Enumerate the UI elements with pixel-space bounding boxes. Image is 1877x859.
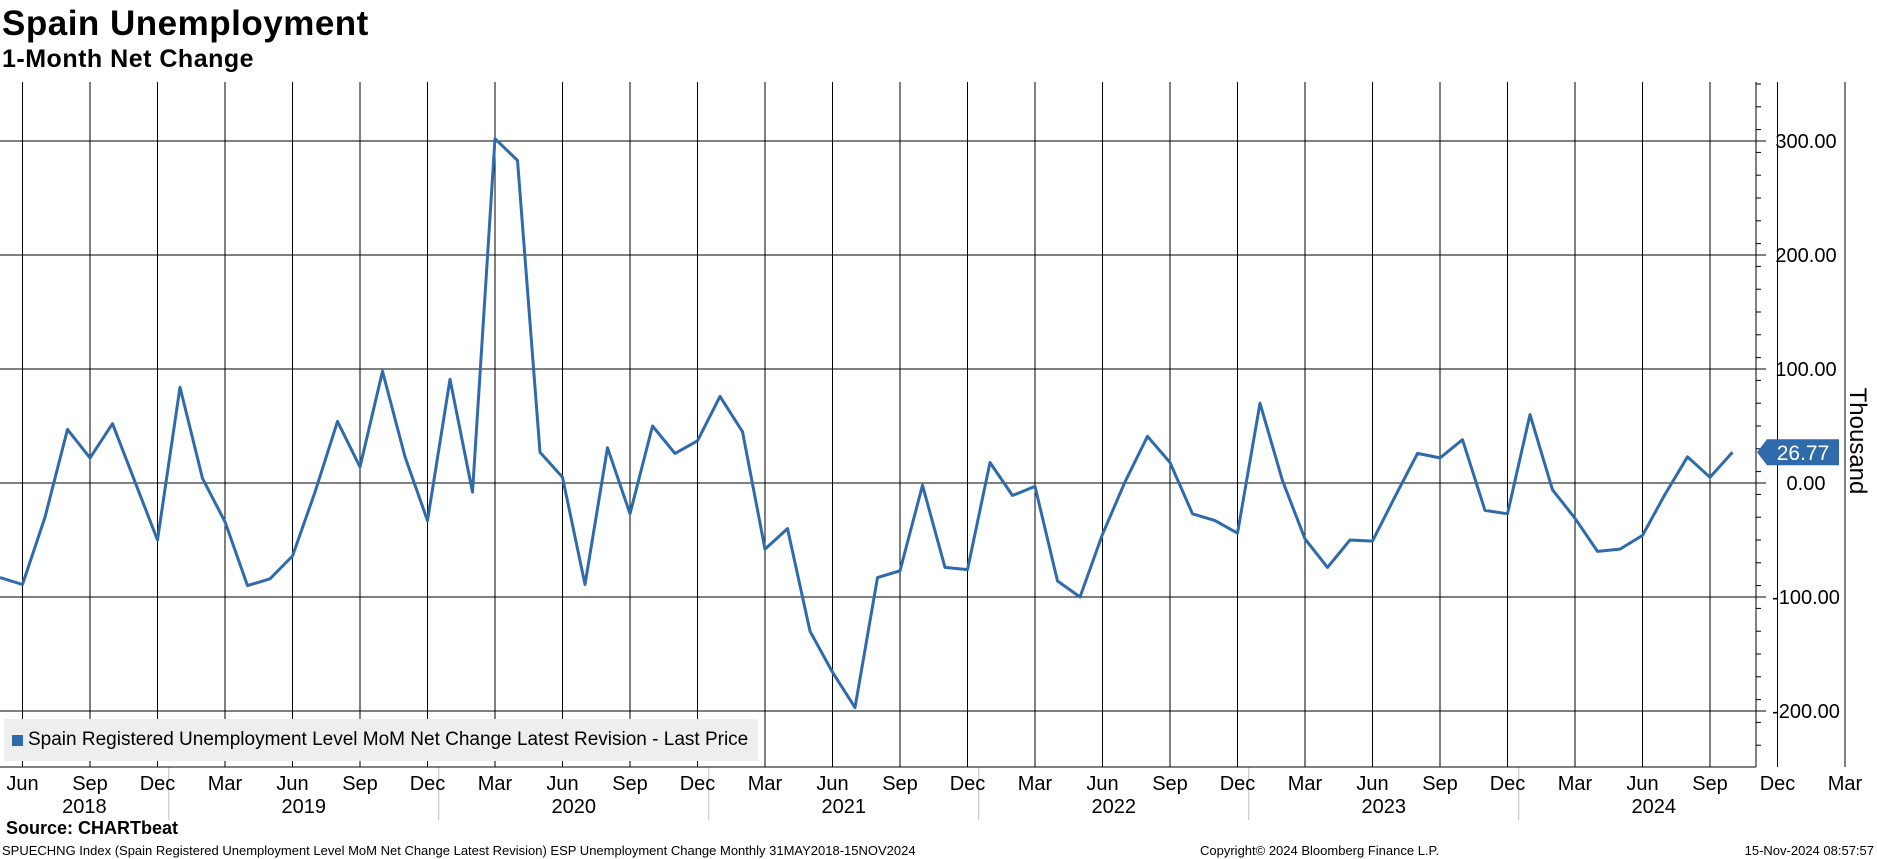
y-tick-label: -200.00 bbox=[1772, 701, 1840, 723]
copyright: Copyright© 2024 Bloomberg Finance L.P. bbox=[1200, 843, 1440, 858]
x-tick-label: Sep bbox=[1692, 773, 1728, 795]
y-tick-label: 300.00 bbox=[1775, 131, 1836, 153]
x-tick-label: Dec bbox=[1760, 773, 1796, 795]
x-tick-label: Mar bbox=[1558, 773, 1593, 795]
source-label: Source: CHARTbeat bbox=[6, 818, 179, 838]
year-label: 2024 bbox=[1632, 796, 1677, 818]
year-label: 2019 bbox=[282, 796, 327, 818]
x-tick-label: Dec bbox=[680, 773, 716, 795]
x-tick-label: Sep bbox=[1422, 773, 1458, 795]
x-tick-label: Mar bbox=[1018, 773, 1053, 795]
x-tick-label: Dec bbox=[950, 773, 986, 795]
x-tick-label: Dec bbox=[140, 773, 176, 795]
x-tick-label: Mar bbox=[208, 773, 243, 795]
x-tick-label: Jun bbox=[1086, 773, 1118, 795]
legend-swatch bbox=[12, 734, 23, 746]
y-tick-label: 0.00 bbox=[1787, 473, 1826, 495]
x-tick-label: Mar bbox=[478, 773, 513, 795]
series-line bbox=[0, 137, 1734, 710]
x-tick-label: Mar bbox=[1288, 773, 1323, 795]
x-tick-label: Mar bbox=[748, 773, 783, 795]
y-tick-label: 200.00 bbox=[1775, 245, 1836, 267]
x-tick-label: Sep bbox=[1152, 773, 1188, 795]
x-tick-label: Dec bbox=[410, 773, 446, 795]
chart-title: Spain Unemployment bbox=[2, 4, 369, 43]
series-layer bbox=[0, 137, 1734, 710]
x-tick-label: Dec bbox=[1220, 773, 1256, 795]
year-label: 2021 bbox=[822, 796, 867, 818]
y-axis-title: Thousand bbox=[1844, 388, 1871, 495]
last-value-label: 26.77 bbox=[1777, 442, 1830, 465]
timestamp: 15-Nov-2024 08:57:57 bbox=[1744, 843, 1874, 858]
year-label: 2020 bbox=[552, 796, 597, 818]
x-tick-label: Dec bbox=[1490, 773, 1526, 795]
last-value-badge bbox=[1757, 439, 1839, 466]
grid-lines bbox=[0, 82, 1846, 767]
year-label: 2023 bbox=[1362, 796, 1407, 818]
x-tick-label: Sep bbox=[72, 773, 108, 795]
year-label: 2018 bbox=[62, 796, 107, 818]
x-tick-label: Jun bbox=[1356, 773, 1388, 795]
year-label: 2022 bbox=[1092, 796, 1137, 818]
x-tick-label: Sep bbox=[882, 773, 918, 795]
legend: Spain Registered Unemployment Level MoM … bbox=[4, 719, 759, 761]
series-description: SPUECHNG Index (Spain Registered Unemplo… bbox=[2, 843, 916, 858]
x-tick-label: Sep bbox=[612, 773, 648, 795]
chart-subtitle: 1-Month Net Change bbox=[2, 45, 255, 73]
x-tick-label: Sep bbox=[342, 773, 378, 795]
labels: Jun Sep Dec Mar Jun Sep Dec Mar Jun Sep Dec Mar Jun S… bbox=[6, 131, 1871, 818]
legend-label: Spain Registered Unemployment Level MoM … bbox=[28, 729, 749, 750]
x-tick-label: Jun bbox=[6, 773, 38, 795]
axes bbox=[0, 82, 1766, 820]
y-tick-label: 100.00 bbox=[1775, 359, 1836, 381]
x-tick-label: Jun bbox=[816, 773, 848, 795]
x-tick-label: Jun bbox=[1626, 773, 1658, 795]
x-tick-label: Jun bbox=[546, 773, 578, 795]
x-tick-label: Jun bbox=[276, 773, 308, 795]
y-tick-label: -100.00 bbox=[1772, 587, 1840, 609]
x-tick-label: Mar bbox=[1828, 773, 1863, 795]
